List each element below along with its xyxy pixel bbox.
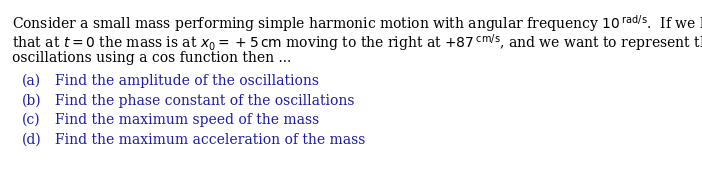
Text: (b): (b) bbox=[22, 94, 41, 108]
Text: oscillations using a cos function then ...: oscillations using a cos function then .… bbox=[12, 51, 291, 65]
Text: (c): (c) bbox=[22, 113, 41, 127]
Text: Consider a small mass performing simple harmonic motion with angular frequency $: Consider a small mass performing simple … bbox=[12, 13, 702, 34]
Text: Find the maximum acceleration of the mass: Find the maximum acceleration of the mas… bbox=[55, 133, 365, 146]
Text: (d): (d) bbox=[22, 133, 41, 146]
Text: that at $t = 0$ the mass is at $x_0 = +5\,\mathrm{cm}$ moving to the right at $+: that at $t = 0$ the mass is at $x_0 = +5… bbox=[12, 32, 702, 54]
Text: (a): (a) bbox=[22, 74, 41, 88]
Text: Find the amplitude of the oscillations: Find the amplitude of the oscillations bbox=[55, 74, 319, 88]
Text: Find the maximum speed of the mass: Find the maximum speed of the mass bbox=[55, 113, 319, 127]
Text: Find the phase constant of the oscillations: Find the phase constant of the oscillati… bbox=[55, 94, 355, 108]
